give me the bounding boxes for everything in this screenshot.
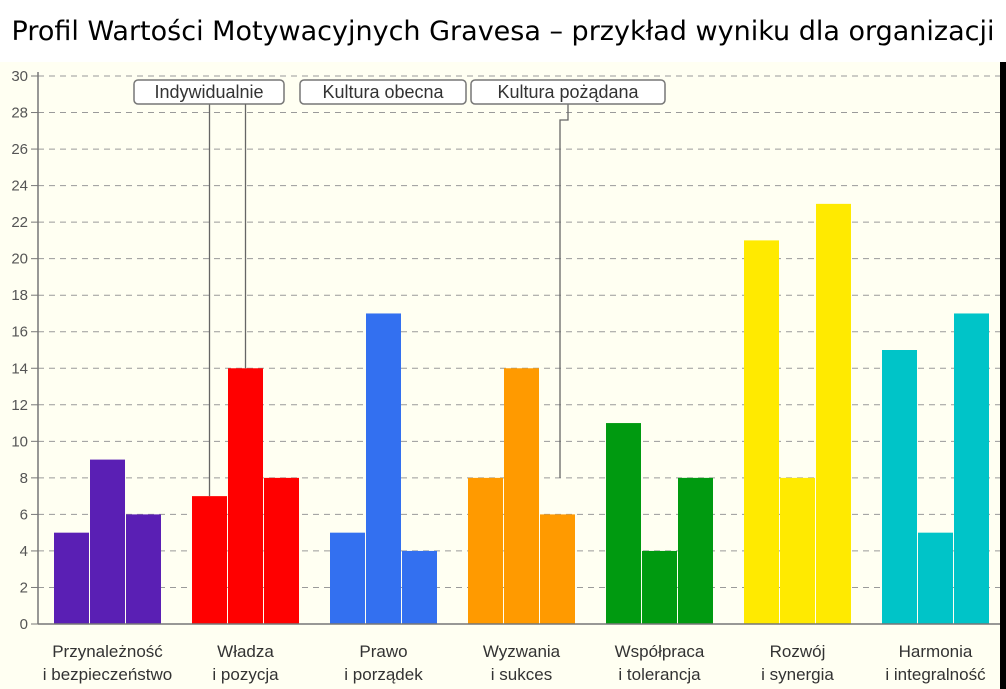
bar-7-kultura-obecna bbox=[918, 532, 953, 624]
y-tick-label-16: 16 bbox=[11, 324, 28, 341]
category-label-3-line2: i porządek bbox=[344, 665, 423, 684]
bar-7-kultura-pożądana bbox=[954, 313, 989, 624]
bar-5-kultura-pożądana bbox=[678, 477, 713, 624]
y-tick-label-30: 30 bbox=[11, 68, 28, 85]
bar-4-kultura-obecna bbox=[504, 368, 539, 624]
bar-1-kultura-obecna bbox=[90, 459, 125, 624]
category-label-5-line2: i tolerancja bbox=[618, 665, 701, 684]
bar-7-indywidualnie bbox=[882, 350, 917, 624]
y-tick-label-4: 4 bbox=[20, 543, 28, 560]
category-label-3-line1: Prawo bbox=[359, 642, 407, 661]
y-tick-label-18: 18 bbox=[11, 287, 28, 304]
callout-box-indywidualnie bbox=[133, 79, 285, 105]
leader-line-kultura-pożądana bbox=[559, 104, 569, 478]
category-label-2-line1: Władza bbox=[217, 642, 274, 661]
chart-frame: 0 2 4 6 8 10 12 14 16 18 20 22 24 26 28 30 Przynależnoś… bbox=[0, 62, 1006, 689]
bar-4-indywidualnie bbox=[468, 477, 503, 624]
category-label-4-line1: Wyzwania bbox=[483, 642, 561, 661]
bar-1-kultura-pożądana bbox=[126, 514, 161, 624]
y-tick-label-12: 12 bbox=[11, 397, 28, 414]
bar-5-indywidualnie bbox=[606, 423, 641, 624]
y-tick-label-22: 22 bbox=[11, 214, 28, 231]
y-tick-label-24: 24 bbox=[11, 178, 28, 195]
callout-label-kultura-obecna: Kultura obecna bbox=[322, 82, 444, 102]
bar-2-kultura-pożądana bbox=[264, 477, 299, 624]
category-label-5-line1: Współpraca bbox=[615, 642, 705, 661]
y-tick-label-26: 26 bbox=[11, 141, 28, 158]
callout-box-kultura-obecna bbox=[299, 79, 467, 105]
category-label-7-line1: Harmonia bbox=[899, 642, 973, 661]
callout-label-kultura-pożądana: Kultura pożądana bbox=[497, 82, 639, 102]
bar-6-indywidualnie bbox=[744, 240, 779, 624]
bar-3-kultura-pożądana bbox=[402, 550, 437, 624]
category-label-7-line2: i integralność bbox=[885, 665, 986, 684]
y-tick-label-2: 2 bbox=[20, 579, 28, 596]
category-label-6-line1: Rozwój bbox=[770, 642, 826, 661]
y-tick-label-10: 10 bbox=[11, 433, 28, 450]
category-label-6-line2: i synergia bbox=[761, 665, 834, 684]
y-tick-label-20: 20 bbox=[11, 251, 28, 268]
bar-6-kultura-pożądana bbox=[816, 203, 851, 624]
series-callouts: Indywidualnie Kultura obecna Kultura pożąd… bbox=[133, 79, 666, 497]
category-label-1-line2: i bezpieczeństwo bbox=[43, 665, 172, 684]
y-tick-label-14: 14 bbox=[11, 360, 28, 377]
bars bbox=[38, 203, 1000, 625]
x-axis-labels: Przynależność i bezpieczeństwo Władza i poz… bbox=[43, 642, 986, 684]
bar-2-indywidualnie bbox=[192, 496, 227, 624]
bar-2-kultura-obecna bbox=[228, 368, 263, 624]
bar-3-indywidualnie bbox=[330, 532, 365, 624]
chart-title: Profil Wartości Motywacyjnych Gravesa – … bbox=[11, 15, 995, 47]
y-tick-label-28: 28 bbox=[11, 105, 28, 122]
category-label-1-line1: Przynależność bbox=[52, 642, 163, 661]
bar-6-kultura-obecna bbox=[780, 477, 815, 624]
bar-5-kultura-obecna bbox=[642, 550, 677, 624]
category-label-2-line2: i pozycja bbox=[212, 665, 279, 684]
bar-1-indywidualnie bbox=[54, 532, 89, 624]
y-tick-label-8: 8 bbox=[20, 470, 28, 487]
callout-label-indywidualnie: Indywidualnie bbox=[154, 82, 263, 102]
callout-box-kultura-pożądana bbox=[470, 79, 666, 105]
bar-3-kultura-obecna bbox=[366, 313, 401, 624]
y-tick-label-0: 0 bbox=[20, 616, 28, 633]
category-label-4-line2: i sukces bbox=[491, 665, 552, 684]
bar-4-kultura-pożądana bbox=[540, 514, 575, 624]
y-tick-label-6: 6 bbox=[20, 506, 28, 523]
